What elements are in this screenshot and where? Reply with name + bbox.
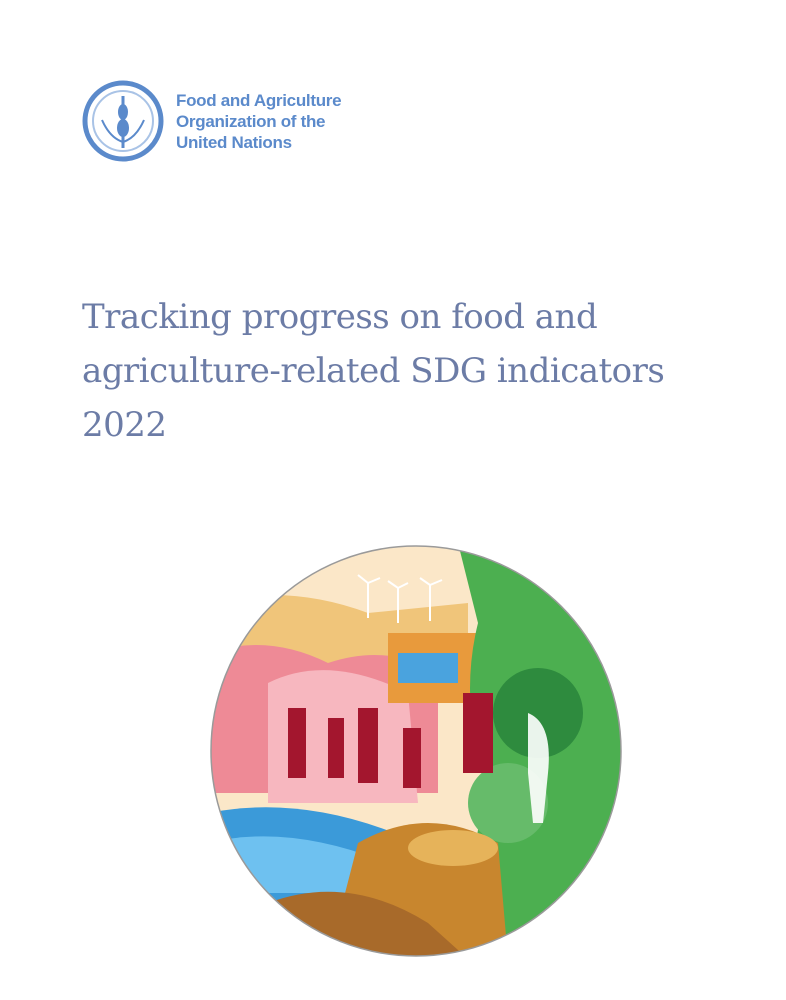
organization-name: Food and Agriculture Organization of the… (176, 90, 342, 153)
title-line-3: 2022 (82, 405, 167, 445)
fao-emblem-icon (82, 80, 164, 162)
fao-logo: Food and Agriculture Organization of the… (80, 78, 342, 164)
title-line-2: agriculture-related SDG indicators (82, 351, 665, 391)
org-name-line-2: Organization of the (176, 111, 326, 131)
cover-illustration (210, 545, 622, 957)
document-title: Tracking progress on food and agricultur… (82, 290, 665, 452)
org-name-line-3: United Nations (176, 132, 292, 152)
title-line-1: Tracking progress on food and (82, 297, 598, 337)
org-name-line-1: Food and Agriculture (176, 90, 342, 110)
